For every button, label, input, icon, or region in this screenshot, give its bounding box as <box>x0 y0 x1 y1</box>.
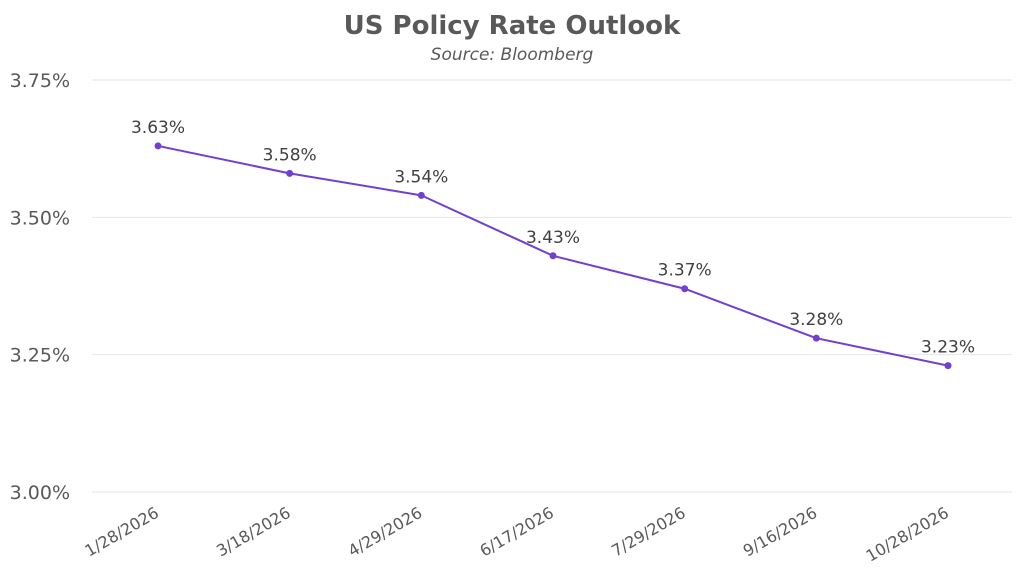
chart-title: US Policy Rate Outlook <box>344 11 681 41</box>
data-point <box>944 362 952 370</box>
series <box>154 142 952 370</box>
data-label: 3.23% <box>921 338 975 358</box>
x-tick-label: 10/28/2026 <box>863 503 952 566</box>
grid-lines <box>92 79 1012 493</box>
y-axis-ticks: 3.00% 3.25% 3.50% 3.75% <box>10 70 70 504</box>
x-axis-ticks: 1/28/2026 3/18/2026 4/29/2026 6/17/2026 7/29… <box>81 503 952 566</box>
chart-subtitle: Source: Bloomberg <box>431 45 594 65</box>
data-label: 3.28% <box>789 310 843 330</box>
x-tick-label: 1/28/2026 <box>81 503 162 560</box>
data-point <box>812 334 820 342</box>
y-tick-label: 3.75% <box>10 70 70 92</box>
y-tick-label: 3.00% <box>10 482 70 504</box>
y-tick-label: 3.25% <box>10 345 70 367</box>
x-tick-label: 9/16/2026 <box>740 503 821 560</box>
x-tick-label: 6/17/2026 <box>476 503 557 560</box>
data-point <box>549 252 557 260</box>
data-label: 3.63% <box>131 118 185 138</box>
x-tick-label: 7/29/2026 <box>608 503 689 560</box>
data-point <box>417 191 425 199</box>
data-point <box>154 142 162 150</box>
x-tick-label: 3/18/2026 <box>213 503 294 560</box>
data-label: 3.58% <box>263 145 317 165</box>
data-labels: 3.63% 3.58% 3.54% 3.43% 3.37% 3.28% 3.23% <box>131 118 975 358</box>
data-point <box>286 169 294 177</box>
data-label: 3.37% <box>658 261 712 281</box>
y-tick-label: 3.50% <box>10 207 70 229</box>
data-label: 3.54% <box>394 167 448 187</box>
x-tick-label: 4/29/2026 <box>345 503 426 560</box>
data-label: 3.43% <box>526 228 580 248</box>
data-point <box>681 285 689 293</box>
